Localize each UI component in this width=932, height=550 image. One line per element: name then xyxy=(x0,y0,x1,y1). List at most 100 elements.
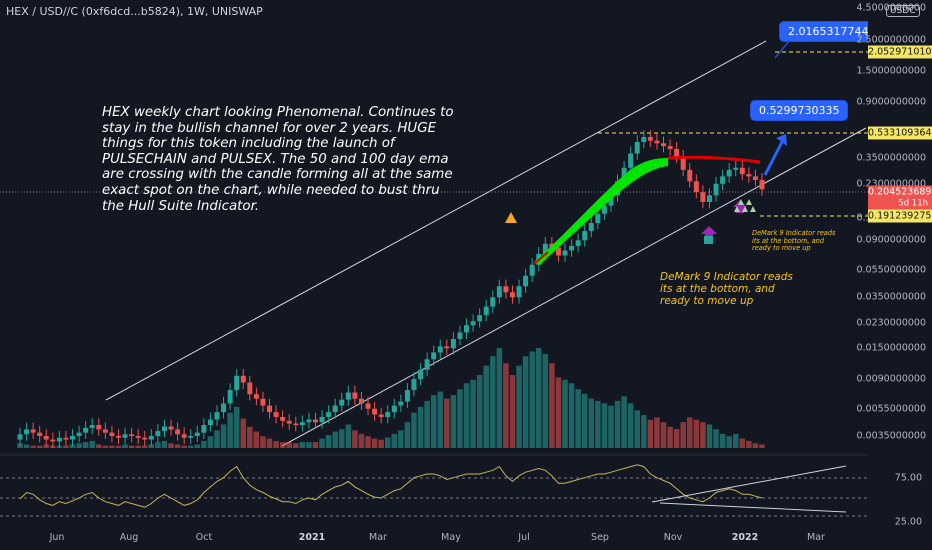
volume-bar xyxy=(542,353,549,448)
volume-bar xyxy=(483,365,489,448)
volume-bar xyxy=(63,445,69,448)
candle-body xyxy=(188,436,194,438)
currency-badge[interactable]: USDC xyxy=(886,5,920,17)
rsi-trendline-lower xyxy=(659,502,847,513)
volume-bar xyxy=(687,417,693,448)
volume-bar xyxy=(463,383,470,448)
candle-body xyxy=(674,148,680,157)
candle-body xyxy=(667,146,673,149)
price-tag-level-mid: 0.5331093645 xyxy=(868,126,932,140)
candle-body xyxy=(372,408,378,415)
time-tick-label: Mar xyxy=(807,532,825,543)
volume-bar xyxy=(89,440,95,448)
volume-bar xyxy=(746,440,752,448)
candle-body xyxy=(464,325,470,333)
candle-body xyxy=(516,286,522,298)
volume-bar xyxy=(404,422,411,448)
candle-body xyxy=(161,426,167,432)
volume-bar xyxy=(174,444,181,448)
volume-bar xyxy=(726,436,732,448)
volume-bar xyxy=(214,430,220,448)
volume-bar xyxy=(437,391,444,448)
candle-body xyxy=(332,405,338,413)
volume-bar xyxy=(732,433,739,448)
candle-body xyxy=(194,432,200,436)
demark-check-icon xyxy=(704,236,713,244)
volume-bar xyxy=(627,403,634,448)
candle-body xyxy=(83,427,89,433)
candle-body xyxy=(404,390,410,402)
volume-bar xyxy=(522,356,529,448)
candle-body xyxy=(43,436,49,440)
candle-body xyxy=(457,332,463,340)
volume-bar xyxy=(279,442,286,448)
demark-note-small: DeMark 9 Indicator reads its at the bott… xyxy=(752,229,836,253)
demark-count-marker xyxy=(742,206,748,212)
price-tick-label: 0.9000000000 xyxy=(856,96,926,108)
candle-body xyxy=(181,434,187,438)
volume-bar xyxy=(96,444,102,448)
candle-body xyxy=(201,425,207,433)
volume-bar xyxy=(332,431,338,448)
price-tick-label: 0.3500000000 xyxy=(856,152,926,164)
volume-bar xyxy=(102,445,109,448)
hull-band-tail xyxy=(533,251,549,265)
volume-bar xyxy=(43,444,50,448)
volume-bar xyxy=(509,375,516,448)
candle-body xyxy=(628,153,634,168)
volume-bar xyxy=(444,398,450,448)
demark-note-large: DeMark 9 Indicator reads its at the bott… xyxy=(660,271,793,307)
candle-body xyxy=(713,183,719,196)
price-tick-label: 0.0550000000 xyxy=(856,264,926,276)
candle-body xyxy=(365,403,371,409)
candle-body xyxy=(687,169,693,182)
candle-body xyxy=(70,436,76,440)
volume-bar xyxy=(122,444,128,448)
volume-bar xyxy=(562,379,568,448)
candle-body xyxy=(207,419,213,426)
volume-bar xyxy=(621,396,627,448)
volume-bar xyxy=(739,438,746,448)
volume-bar xyxy=(496,348,503,448)
volume-bar xyxy=(516,365,522,448)
candle-body xyxy=(746,174,752,177)
candle-body xyxy=(273,412,279,417)
volume-bar xyxy=(693,419,700,448)
time-tick-label: 2022 xyxy=(731,532,759,543)
time-tick-label: Jul xyxy=(518,532,530,543)
target-callout-mid: 0.5299730335 xyxy=(751,101,848,120)
bar-countdown: 5d 11h xyxy=(868,198,932,210)
volume-bar xyxy=(312,442,319,448)
candle-body xyxy=(135,436,141,438)
candle-body xyxy=(280,416,286,421)
volume-bar xyxy=(135,445,141,448)
volume-bar xyxy=(115,445,122,448)
volume-bar xyxy=(555,377,562,448)
candle-body xyxy=(542,243,548,254)
volume-bar xyxy=(430,395,437,448)
volume-bar xyxy=(76,443,82,448)
volume-bar xyxy=(299,442,306,448)
volume-bar xyxy=(417,406,424,448)
warning-icon xyxy=(505,212,517,223)
candle-body xyxy=(378,414,384,417)
time-tick-label: Mar xyxy=(369,532,387,543)
demark-count-marker xyxy=(734,206,740,212)
candle-body xyxy=(221,403,227,413)
candle-body xyxy=(306,419,312,423)
volume-bar xyxy=(595,400,601,448)
candle-body xyxy=(299,422,305,426)
volume-bar xyxy=(128,445,135,448)
price-axis[interactable]: 4.5000000000 2.5000000000 1.5000000000 0.90… xyxy=(856,0,932,550)
candle-body xyxy=(148,436,154,440)
candle-body xyxy=(116,436,121,438)
price-tick-label: 2.5000000000 xyxy=(856,34,926,46)
volume-bar xyxy=(266,438,273,448)
volume-bar xyxy=(260,436,266,448)
candle-body xyxy=(358,398,364,404)
time-tick-label: Sep xyxy=(591,532,609,543)
volume-bar xyxy=(601,403,608,448)
volume-bar xyxy=(36,445,43,448)
time-tick-label: Jun xyxy=(49,532,65,543)
